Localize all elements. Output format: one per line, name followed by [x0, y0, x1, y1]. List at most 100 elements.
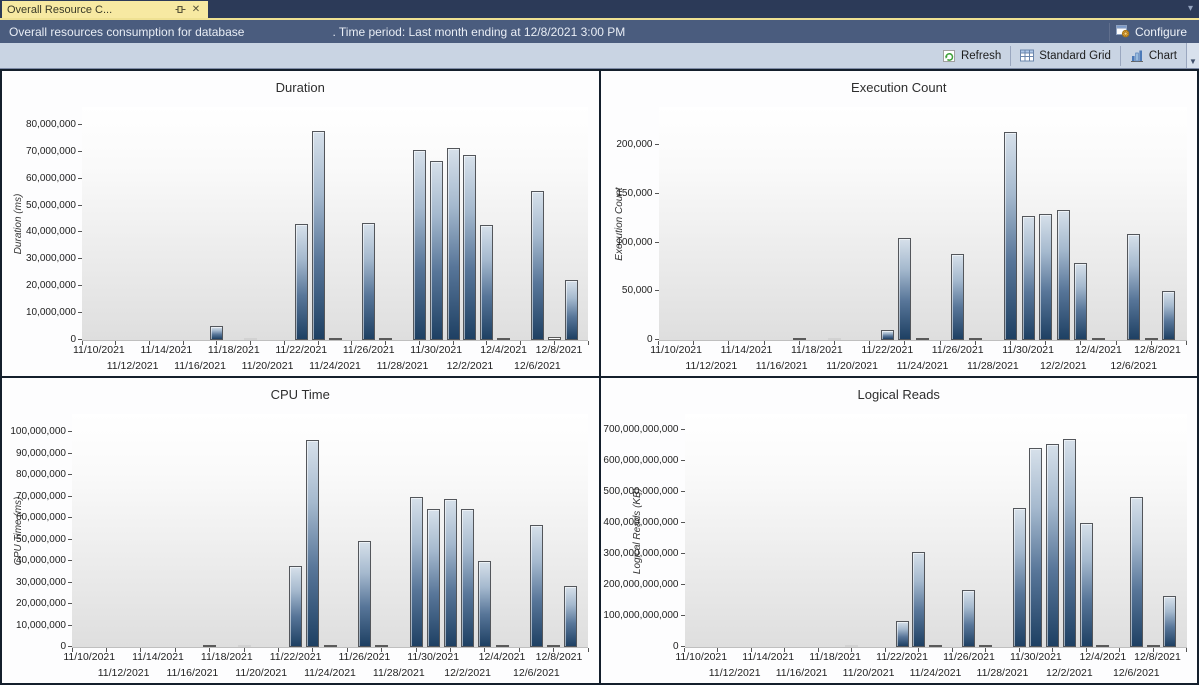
y-tick-mark	[78, 258, 82, 260]
x-tick-mark	[851, 648, 853, 652]
x-tick-label: 11/24/2021	[896, 360, 949, 372]
y-tick-label: 100,000,000	[10, 426, 66, 438]
bar	[1056, 210, 1070, 340]
refresh-icon	[942, 49, 955, 62]
y-tick-mark	[78, 339, 82, 340]
x-tick-mark	[346, 648, 348, 652]
close-icon[interactable]: ✕	[191, 3, 201, 15]
y-tick-mark	[680, 615, 685, 617]
x-tick-mark	[834, 341, 835, 345]
bar	[1127, 234, 1141, 340]
y-tick-label: 0	[70, 334, 76, 345]
bar	[1074, 263, 1088, 340]
x-tick-label: 12/2/2021	[444, 667, 491, 679]
x-tick-label: 12/4/2021	[1075, 344, 1122, 356]
x-tick-label: 12/8/2021	[1134, 344, 1181, 356]
chart-panel-duration: Duration Duration (ms) 0 10,000,000 20,000,0…	[2, 71, 599, 376]
y-tick-mark	[78, 123, 82, 125]
bar	[1129, 497, 1143, 647]
x-tick-mark	[174, 648, 176, 652]
bar	[895, 621, 909, 647]
toolbar: Refresh Standard Grid Chart ▼	[0, 43, 1199, 69]
bar-chart-icon	[1130, 50, 1143, 62]
bar	[1039, 214, 1053, 340]
x-tick-mark	[449, 648, 451, 652]
chart-panel-cpu-time: CPU Time CPU Time (ms) 0 10,000,000 20,000,0…	[2, 378, 599, 683]
x-tick-mark	[418, 341, 420, 345]
bar	[426, 509, 440, 647]
x-tick-label: 11/16/2021	[775, 667, 828, 679]
bar	[1092, 338, 1105, 340]
chart-button[interactable]: Chart	[1121, 45, 1186, 67]
x-tick-label: 11/24/2021	[304, 667, 356, 679]
x-tick-label: 11/10/2021	[72, 344, 125, 356]
refresh-button[interactable]: Refresh	[933, 45, 1010, 67]
caret-down-icon[interactable]: ▾	[1187, 3, 1193, 14]
bar	[828, 338, 841, 340]
chart-panel-execution-count: Execution Count Execution Count 0 50,000 100…	[600, 71, 1197, 376]
bar	[311, 131, 325, 340]
bar	[912, 552, 926, 647]
x-tick-mark	[1045, 341, 1047, 345]
configure-button[interactable]: Configure	[1108, 22, 1193, 41]
refresh-label: Refresh	[960, 49, 1002, 62]
x-tick-label: 12/6/2021	[1112, 667, 1160, 679]
x-tick-mark	[71, 648, 73, 652]
bar	[968, 338, 982, 340]
x-tick-label: 12/2/2021	[1039, 360, 1087, 372]
x-tick-label: 11/10/2021	[63, 651, 116, 663]
y-axis-title: Execution Count	[613, 187, 625, 261]
toolbar-overflow-button[interactable]: ▼	[1186, 43, 1199, 68]
chart-panel-logical-reads: Logical Reads Logical Reads (KB) 0 100,000,…	[600, 378, 1197, 683]
y-tick-label: 60,000,000	[15, 512, 66, 524]
x-tick-label: 11/16/2021	[174, 360, 226, 372]
bar	[547, 645, 561, 647]
y-tick-mark	[68, 431, 72, 433]
x-tick-label: 11/28/2021	[372, 667, 425, 679]
bar	[480, 225, 494, 340]
x-tick-label: 11/30/2021	[410, 344, 463, 356]
x-tick-mark	[1186, 341, 1187, 345]
y-tick-mark	[78, 231, 82, 233]
y-tick-mark	[654, 290, 659, 292]
x-tick-mark	[1085, 648, 1087, 652]
y-tick-mark	[654, 339, 659, 340]
y-tick-label: 0	[646, 334, 653, 345]
x-tick-mark	[1115, 341, 1117, 345]
y-tick-label: 70,000,000	[15, 490, 66, 502]
x-tick-mark	[1052, 648, 1054, 652]
report-title-suffix: . Time period: Last month ending at 12/8…	[332, 24, 626, 39]
bar	[1046, 444, 1060, 647]
x-tick-mark	[115, 341, 117, 345]
x-tick-label: 12/4/2021	[478, 651, 526, 663]
bar	[1062, 439, 1076, 647]
x-tick-label: 12/4/2021	[480, 344, 528, 356]
y-tick-mark	[68, 474, 72, 476]
plot-area: 0 50,000 100,000 150,000 200,000 11/10/2021 11…	[616, 107, 1187, 372]
bar	[1162, 291, 1176, 340]
x-tick-mark	[140, 648, 142, 652]
bar	[443, 499, 457, 647]
bar	[529, 525, 543, 647]
y-tick-label: 30,000,000	[25, 253, 76, 265]
x-tick-mark	[1186, 648, 1187, 652]
standard-grid-button[interactable]: Standard Grid	[1011, 45, 1120, 67]
bar	[375, 645, 389, 647]
bar	[210, 326, 224, 340]
x-tick-mark	[216, 341, 218, 345]
x-tick-mark	[105, 648, 107, 652]
x-tick-mark	[452, 341, 454, 345]
y-tick-mark	[78, 177, 82, 179]
pin-icon[interactable]	[173, 3, 187, 17]
y-tick-label: 60,000,000	[25, 172, 76, 184]
bar	[306, 440, 320, 647]
bar	[1096, 645, 1110, 647]
document-tab[interactable]: Overall Resource C... ✕	[2, 1, 208, 18]
bar	[530, 191, 544, 340]
x-tick-label: 11/18/2021	[207, 344, 260, 356]
x-tick-label: 11/12/2021	[106, 360, 159, 372]
y-tick-label: 50,000	[621, 285, 653, 297]
x-tick-label: 12/2/2021	[1046, 667, 1093, 679]
bar	[244, 338, 258, 340]
chart-grid: Duration Duration (ms) 0 10,000,000 20,000,0…	[0, 69, 1199, 685]
